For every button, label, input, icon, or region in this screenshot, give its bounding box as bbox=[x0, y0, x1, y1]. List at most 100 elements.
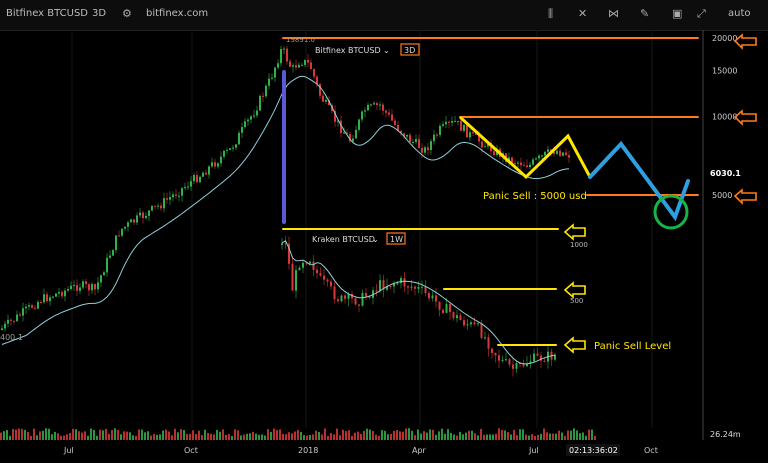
candle bbox=[379, 280, 381, 291]
main-interval-badge[interactable] bbox=[400, 43, 420, 56]
panic-sell-text: Panic Sell : 5000 usd bbox=[483, 191, 587, 202]
volume-bar bbox=[156, 434, 158, 440]
crosshair-icon[interactable]: ✕ bbox=[578, 7, 588, 20]
candle bbox=[389, 286, 392, 288]
candle bbox=[295, 270, 297, 291]
volume-bar bbox=[444, 433, 446, 440]
chevron-down-icon[interactable]: ⌄ bbox=[383, 46, 390, 55]
candle bbox=[13, 320, 15, 322]
volume-bar bbox=[297, 429, 299, 440]
price-chart[interactable]: 5000 10000 15000 20000 500 1000 Jul Oct 2018 Apr… bbox=[0, 30, 768, 463]
sub-interval-badge[interactable] bbox=[386, 232, 406, 245]
candle bbox=[498, 355, 500, 361]
candle bbox=[344, 295, 346, 299]
volume-bar bbox=[27, 431, 29, 440]
settings-icon[interactable]: ⚙ bbox=[122, 7, 132, 20]
volume-bar bbox=[132, 435, 134, 440]
candle bbox=[286, 48, 288, 62]
candle bbox=[565, 152, 567, 156]
last-price-box bbox=[706, 167, 746, 179]
time-tick-label: Apr bbox=[412, 446, 427, 455]
candle bbox=[274, 67, 276, 78]
site-link[interactable]: bitfinex.com bbox=[146, 8, 209, 19]
volume-bar bbox=[213, 434, 215, 440]
volume-bar bbox=[333, 434, 335, 440]
candle bbox=[55, 293, 57, 297]
bars-icon[interactable]: ⫼ bbox=[548, 7, 554, 20]
candle bbox=[406, 134, 408, 137]
candle bbox=[298, 267, 301, 271]
save-icon[interactable]: ▣ bbox=[672, 7, 683, 20]
candle bbox=[121, 228, 123, 236]
candle bbox=[448, 121, 450, 123]
candle bbox=[208, 166, 210, 175]
candle bbox=[463, 320, 465, 326]
volume-bar bbox=[591, 429, 593, 440]
candle bbox=[277, 63, 279, 68]
annotations bbox=[282, 37, 699, 346]
candle bbox=[478, 134, 480, 142]
volume-bar bbox=[303, 435, 305, 440]
volume-bar bbox=[450, 432, 452, 440]
candle bbox=[522, 363, 525, 367]
volume-bar bbox=[108, 433, 110, 440]
fullscreen-icon[interactable]: ⤢ bbox=[697, 7, 706, 20]
candle bbox=[400, 130, 402, 134]
candle bbox=[433, 134, 435, 142]
candle bbox=[28, 305, 30, 307]
candle bbox=[438, 301, 441, 310]
candle bbox=[379, 104, 381, 106]
volume-bar bbox=[459, 431, 461, 440]
candle bbox=[481, 141, 483, 148]
volume-bar bbox=[159, 434, 161, 440]
candle bbox=[322, 95, 324, 102]
volume-bar bbox=[411, 430, 413, 440]
candle bbox=[313, 69, 315, 77]
candle bbox=[431, 295, 434, 299]
volume-bar bbox=[117, 430, 119, 440]
interval-selector[interactable]: 3D bbox=[92, 8, 107, 19]
candle bbox=[139, 212, 141, 216]
candle bbox=[211, 162, 213, 167]
chevron-down-icon[interactable]: ⌄ bbox=[372, 235, 379, 244]
volume-bar bbox=[588, 429, 590, 440]
candle bbox=[511, 157, 513, 164]
volume-bar bbox=[327, 435, 329, 440]
candle bbox=[473, 322, 476, 325]
volume-bar bbox=[585, 435, 587, 440]
candle bbox=[554, 354, 556, 360]
auto-scale-button[interactable]: auto bbox=[728, 8, 751, 19]
volume-bar bbox=[426, 432, 428, 440]
volume-bar bbox=[318, 431, 320, 440]
candle bbox=[382, 280, 385, 290]
volume-bar bbox=[0, 432, 2, 440]
candle bbox=[409, 134, 411, 143]
volume-bar bbox=[387, 434, 389, 440]
candle bbox=[154, 205, 156, 207]
volume-bar bbox=[531, 434, 533, 440]
volume-bar bbox=[96, 435, 98, 440]
price-tick-label: 20000 bbox=[712, 34, 737, 43]
volume-bar bbox=[54, 431, 56, 440]
candle bbox=[334, 110, 336, 122]
draw-icon[interactable]: ✎ bbox=[640, 7, 650, 20]
volume-bar bbox=[57, 433, 59, 440]
indicators-icon[interactable]: ⋈ bbox=[608, 7, 619, 20]
volume-bar bbox=[237, 430, 239, 440]
time-axis: Jul Oct 2018 Apr Jul Oct bbox=[63, 446, 658, 455]
candle bbox=[491, 348, 493, 353]
symbol-selector[interactable]: Bitfinex BTCUSD bbox=[6, 8, 89, 19]
time-box bbox=[566, 444, 620, 456]
volume-bar bbox=[543, 428, 545, 440]
volume-bar bbox=[330, 433, 332, 440]
volume-bar bbox=[306, 435, 308, 440]
candle bbox=[451, 121, 453, 123]
volume-bar bbox=[315, 430, 317, 440]
volume-bar bbox=[552, 433, 554, 440]
volume-bar bbox=[12, 429, 14, 440]
volume-bar bbox=[351, 435, 353, 440]
volume-bar bbox=[441, 428, 443, 440]
volume-bar bbox=[471, 430, 473, 440]
volume-bar bbox=[408, 428, 410, 440]
volume-bar bbox=[504, 430, 506, 440]
